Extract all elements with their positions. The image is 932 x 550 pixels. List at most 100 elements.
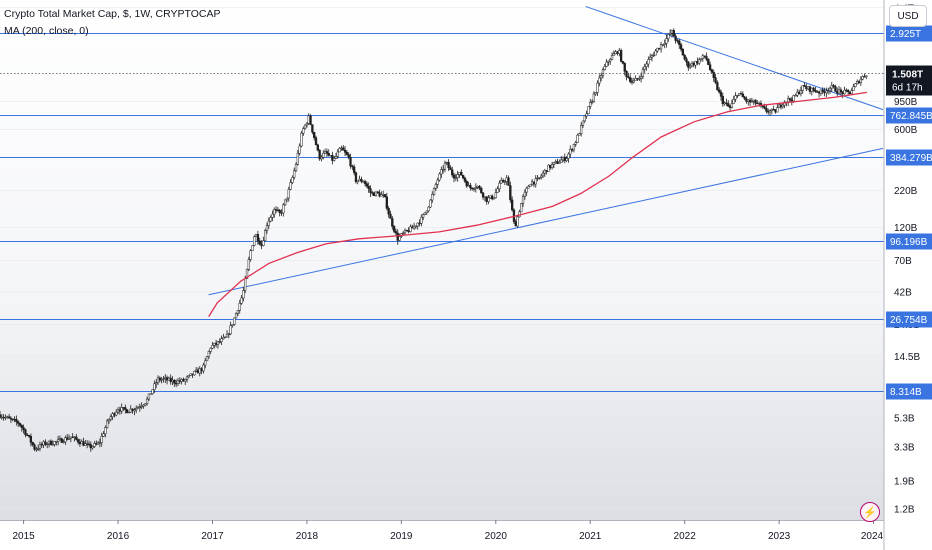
candle-body — [541, 172, 545, 177]
candle-body — [91, 446, 94, 449]
candle-body — [823, 91, 826, 94]
candle-body — [830, 85, 833, 89]
candle-body — [144, 403, 147, 406]
candle-body — [481, 192, 485, 198]
candle-body — [625, 71, 628, 78]
trendlines[interactable] — [208, 5, 884, 296]
candle-body — [44, 441, 47, 445]
candle-body — [7, 416, 11, 419]
y-tick-label: 1.9B — [894, 476, 915, 487]
candle-body — [409, 226, 412, 233]
candle-body — [510, 199, 514, 211]
candle-body — [801, 85, 804, 91]
candle-body — [601, 69, 605, 76]
candle-body — [456, 174, 459, 178]
candle-body — [29, 436, 33, 443]
candle-body — [320, 156, 323, 160]
candle-body — [808, 86, 812, 92]
candle-body — [100, 436, 103, 443]
symbol-title[interactable]: Crypto Total Market Cap, $, 1W, CRYPTOCA… — [4, 8, 221, 20]
candle-body — [120, 407, 123, 412]
candle-body — [612, 53, 616, 56]
candle-body — [594, 92, 597, 95]
level-badge-label: 8.314B — [890, 387, 922, 398]
horizontal-levels[interactable] — [0, 33, 884, 392]
candle-body — [834, 86, 837, 92]
candle-body — [850, 90, 853, 95]
candle-body — [327, 152, 330, 156]
candle-body — [260, 243, 263, 246]
candle-body — [658, 47, 661, 50]
candle-body — [678, 40, 681, 45]
candle-body — [256, 234, 260, 242]
candle-body — [543, 170, 546, 174]
candle-body — [262, 240, 265, 246]
candle-body — [378, 192, 381, 197]
candle-body — [109, 416, 112, 420]
candle-body — [258, 240, 261, 245]
x-axis[interactable]: 2015 2016 2017 2018 2019 2020 2021 2022 2023 2024 — [0, 520, 884, 550]
candle-body — [827, 90, 830, 92]
candle-body — [781, 104, 784, 108]
candle-body — [627, 76, 630, 78]
candle-body — [331, 155, 334, 161]
candle-body — [349, 157, 352, 167]
candle-body — [596, 82, 599, 93]
candle-body — [363, 181, 367, 184]
candle-body — [218, 341, 221, 343]
candle-body — [427, 206, 430, 212]
trendline[interactable] — [208, 147, 884, 296]
candle-body — [49, 440, 53, 445]
candle-body — [160, 379, 163, 381]
candle-body — [552, 162, 556, 165]
ma-indicator-label[interactable]: MA (200, close, 0) — [4, 25, 89, 37]
candle-body — [792, 95, 795, 102]
currency-button[interactable]: USD — [889, 5, 927, 27]
candle-body — [42, 441, 45, 446]
candle-body — [576, 134, 579, 143]
candle-body — [267, 220, 270, 226]
candle-body — [663, 43, 666, 45]
trendline[interactable] — [585, 5, 884, 111]
candle-body — [113, 413, 116, 416]
candle-body — [169, 377, 172, 382]
candle-body — [654, 50, 657, 56]
candle-body — [425, 210, 428, 213]
candle-body — [461, 174, 465, 179]
candle-body — [719, 91, 723, 97]
candle-body — [104, 427, 107, 435]
candle-body — [525, 187, 528, 193]
level-badge — [886, 107, 932, 124]
candle-body — [810, 87, 813, 92]
level-badges: 2.925T 762.845B 384.279B 96.196B 26.754B 8.31… — [886, 25, 932, 400]
candle-body — [772, 109, 775, 111]
candle-body — [705, 56, 708, 60]
candle-body — [832, 85, 835, 87]
candle-body — [701, 55, 704, 59]
candle-body — [354, 172, 358, 183]
candle-body — [345, 152, 349, 155]
candle-body — [73, 436, 76, 438]
candle-body — [414, 225, 418, 227]
candle-body — [614, 51, 617, 55]
candle-body — [278, 210, 281, 213]
candle-body — [189, 373, 192, 376]
candle-body — [476, 185, 479, 188]
x-tick-label: 2016 — [107, 531, 130, 542]
candle-body — [374, 191, 378, 197]
candle-body — [86, 443, 89, 445]
candle-body — [659, 44, 663, 50]
x-axis-panel[interactable] — [0, 521, 884, 550]
candle-body — [458, 171, 461, 175]
candle-body — [362, 181, 365, 183]
candle-body — [756, 102, 759, 105]
candle-body — [131, 408, 134, 412]
lightning-icon[interactable]: ⚡ — [860, 502, 880, 522]
candle-body — [723, 102, 726, 105]
candle-body — [27, 435, 31, 437]
candle-body — [603, 66, 606, 71]
candle-body — [78, 441, 82, 445]
candle-body — [501, 180, 505, 182]
